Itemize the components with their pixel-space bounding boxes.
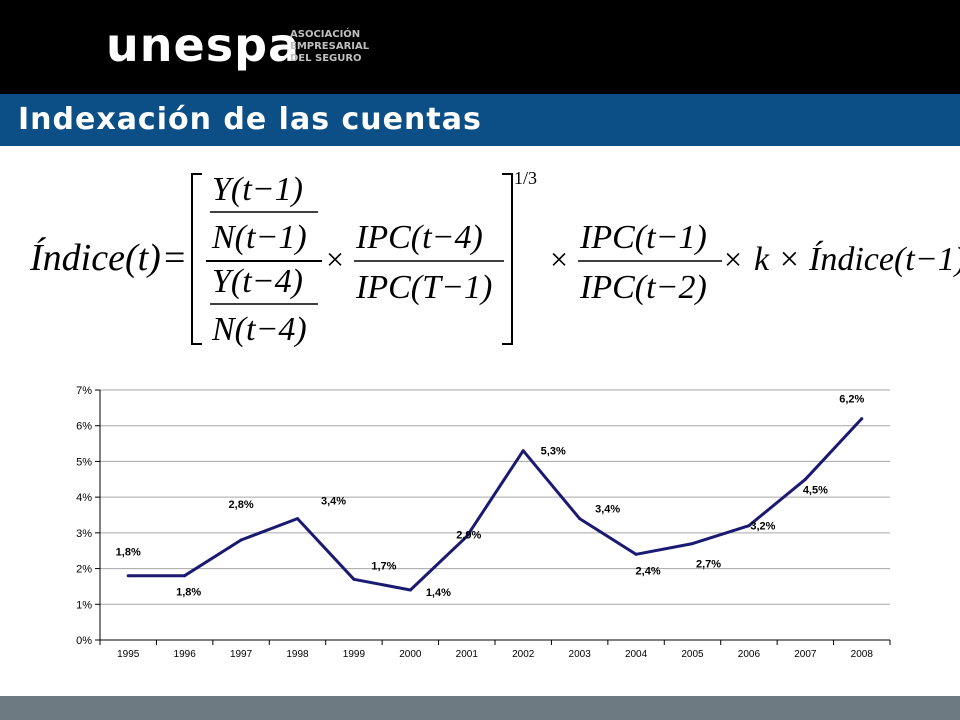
- x-tick-label: 2005: [681, 649, 704, 660]
- data-point: [408, 588, 412, 592]
- ipc-ratio1-num: IPC(t−4): [355, 219, 483, 256]
- num1-bottom: N(t−1): [211, 219, 307, 256]
- y-tick-label: 5%: [76, 456, 92, 468]
- y-tick-label: 4%: [76, 492, 92, 504]
- bracket-left: [191, 173, 202, 345]
- formula-lhs: Índice(t): [29, 237, 161, 279]
- data-point: [465, 534, 469, 538]
- data-label: 1,4%: [426, 587, 451, 599]
- y-tick-label: 3%: [76, 528, 92, 540]
- y-tick-label: 6%: [76, 421, 92, 433]
- data-point: [183, 574, 187, 578]
- x-tick-label: 2001: [456, 649, 479, 660]
- y-tick-label: 1%: [76, 599, 92, 611]
- data-label: 2,7%: [696, 559, 721, 571]
- logo-wordmark: unespa: [106, 18, 301, 72]
- x-tick-label: 1996: [174, 649, 197, 660]
- data-label: 6,2%: [839, 394, 864, 406]
- data-point: [521, 449, 525, 453]
- x-tick-label: 2002: [512, 649, 535, 660]
- logo-subtitle-line-3: DEL SEGURO: [290, 53, 362, 64]
- data-point: [296, 517, 299, 521]
- logo-subtitle-line-2: EMPRESARIAL: [290, 41, 370, 52]
- footer-bar: [0, 696, 960, 720]
- data-label: 1,7%: [371, 560, 396, 572]
- chart-y-tick-labels: 0% 1% 2% 3% 4% 5% 6% 7%: [76, 385, 92, 647]
- x-tick-label: 2000: [399, 649, 422, 660]
- title-bar: Indexación de las cuentas: [0, 94, 960, 146]
- data-label: 2,4%: [636, 565, 661, 577]
- ipc-ratio2-den: IPC(t−2): [579, 269, 707, 306]
- y-tick-label: 0%: [76, 635, 92, 647]
- inflation-line-chart: 0% 1% 2% 3% 4% 5% 6% 7% 1995 1996 1997 1998 1999 200…: [76, 385, 891, 660]
- data-label: 4,5%: [803, 484, 828, 496]
- chart-data-labels: 1,8% 1,8% 2,8% 3,4% 1,7% 1,4% 2,9% 5,3% 3,4% 2,4%…: [116, 394, 865, 599]
- den1-top: Y(t−4): [212, 263, 303, 300]
- bracket-right: [502, 173, 513, 345]
- times-symbol-1: ×: [326, 241, 344, 277]
- x-tick-label: 1997: [230, 649, 253, 660]
- chart-x-tick-labels: 1995 1996 1997 1998 1999 2000 2001 2002 2003 2004…: [117, 649, 873, 660]
- x-tick-label: 1999: [343, 649, 366, 660]
- data-label: 3,4%: [595, 504, 620, 516]
- times-symbol-3: ×: [724, 241, 742, 277]
- y-tick-label: 2%: [76, 564, 92, 576]
- num1-top: Y(t−1): [212, 171, 303, 208]
- data-point: [860, 417, 864, 421]
- x-tick-label: 1998: [286, 649, 309, 660]
- data-label: 1,8%: [116, 547, 141, 559]
- y-tick-label: 7%: [76, 385, 92, 397]
- data-label: 3,4%: [321, 496, 346, 508]
- data-point: [352, 577, 356, 581]
- logo-subtitle-line-1: ASOCIACIÓN: [290, 29, 361, 40]
- data-point: [634, 552, 638, 556]
- data-label: 3,2%: [750, 521, 775, 533]
- data-label: 5,3%: [541, 446, 566, 458]
- chart-data-points: [126, 417, 864, 592]
- ipc-ratio1-den: IPC(T−1): [355, 269, 492, 306]
- data-point: [126, 574, 130, 578]
- data-point: [578, 517, 582, 521]
- formula-equals: =: [164, 237, 185, 279]
- data-label: 2,9%: [456, 529, 481, 541]
- data-point: [239, 538, 243, 542]
- x-tick-label: 2004: [625, 649, 648, 660]
- ipc-ratio2-num: IPC(t−1): [579, 219, 707, 256]
- x-tick-label: 2003: [569, 649, 592, 660]
- logo-subtitle: ASOCIACIÓN EMPRESARIAL DEL SEGURO: [290, 29, 369, 65]
- page-title: Indexación de las cuentas: [18, 102, 482, 137]
- x-tick-label: 2007: [794, 649, 817, 660]
- chart-gridlines: [95, 389, 891, 645]
- data-point: [691, 542, 694, 546]
- data-label: 1,8%: [176, 587, 201, 599]
- header-bar: unespa ASOCIACIÓN EMPRESARIAL DEL SEGURO: [0, 0, 960, 94]
- den1-bottom: N(t−4): [211, 311, 307, 348]
- x-tick-label: 2008: [851, 649, 874, 660]
- index-formula: Índice(t) = Y(t−1) N(t−1) Y(t−4) N(t−4) …: [29, 168, 960, 348]
- data-point: [803, 477, 807, 481]
- data-point: [747, 524, 751, 528]
- x-tick-label: 2006: [738, 649, 761, 660]
- series-line: [128, 417, 863, 592]
- formula-tail: k × Índice(t−1): [754, 241, 960, 278]
- times-symbol-2: ×: [550, 241, 568, 277]
- x-tick-label: 1995: [117, 649, 140, 660]
- data-label: 2,8%: [229, 499, 254, 511]
- formula-exponent: 1/3: [514, 168, 537, 188]
